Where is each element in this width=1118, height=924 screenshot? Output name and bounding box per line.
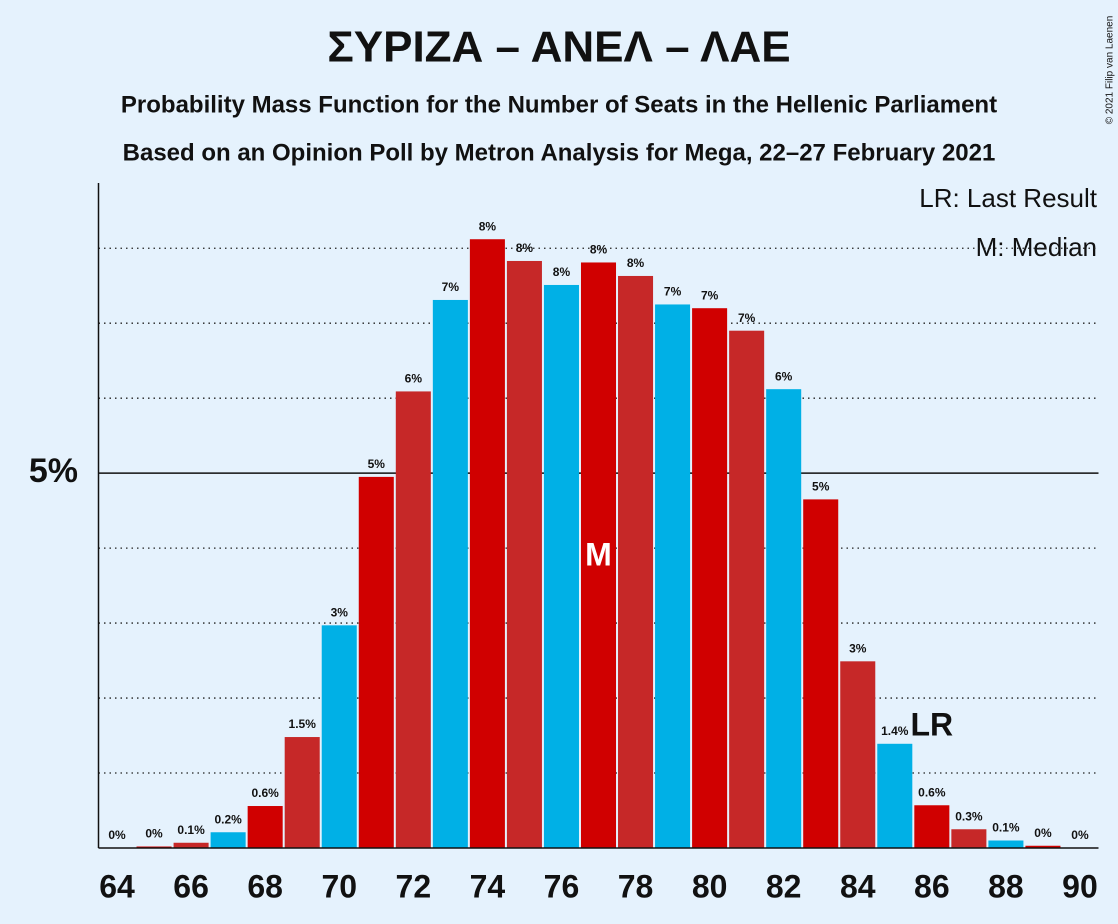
bar xyxy=(543,284,579,848)
bar xyxy=(729,330,765,849)
bar xyxy=(395,391,431,848)
value-label: 1.4% xyxy=(881,724,909,738)
y-tick-label: 5% xyxy=(29,452,78,490)
value-label: 0.3% xyxy=(955,809,983,823)
x-tick-label: 70 xyxy=(321,868,357,904)
value-label: 6% xyxy=(775,369,793,383)
bar xyxy=(580,262,617,849)
value-label: 0% xyxy=(1071,828,1089,842)
bar xyxy=(951,829,987,848)
bar xyxy=(840,661,876,848)
bar xyxy=(432,299,468,848)
value-label: 0% xyxy=(1034,826,1052,840)
value-label: 0.1% xyxy=(177,823,205,837)
value-label: 7% xyxy=(442,280,460,294)
bar xyxy=(284,737,320,848)
bar xyxy=(173,842,209,848)
value-label: 7% xyxy=(664,285,682,299)
bar xyxy=(1025,845,1061,848)
copyright: © 2021 Filip van Laenen xyxy=(1105,16,1116,125)
value-label: 7% xyxy=(701,288,719,302)
value-label: 5% xyxy=(812,480,830,494)
subtitle: Based on an Opinion Poll by Metron Analy… xyxy=(123,139,996,166)
value-label: 8% xyxy=(516,241,534,255)
value-label: 7% xyxy=(738,311,756,325)
value-label: 8% xyxy=(590,243,608,257)
value-label: 3% xyxy=(331,606,349,620)
value-label: 0.6% xyxy=(251,786,279,800)
x-tick-label: 84 xyxy=(840,868,876,904)
bar xyxy=(469,239,505,848)
bar xyxy=(321,625,357,848)
bar xyxy=(877,743,913,848)
value-label: 0% xyxy=(108,828,126,842)
bar xyxy=(210,832,246,848)
value-label: 3% xyxy=(849,641,867,655)
value-label: 0.2% xyxy=(214,812,242,826)
legend-entry: LR: Last Result xyxy=(919,183,1098,213)
value-label: 1.5% xyxy=(289,717,317,731)
x-tick-label: 80 xyxy=(692,868,728,904)
median-marker: M xyxy=(585,536,612,572)
bar xyxy=(803,499,839,848)
bar xyxy=(988,840,1024,848)
bar xyxy=(618,275,654,848)
value-label: 0.1% xyxy=(992,821,1020,835)
bar xyxy=(247,806,283,848)
value-label: 8% xyxy=(627,256,645,270)
bar xyxy=(655,304,691,848)
subtitle: Probability Mass Function for the Number… xyxy=(121,91,997,118)
x-tick-label: 74 xyxy=(470,868,506,904)
value-label: 8% xyxy=(479,219,497,233)
x-tick-label: 82 xyxy=(766,868,802,904)
value-label: 6% xyxy=(405,372,423,386)
x-tick-label: 72 xyxy=(396,868,432,904)
x-tick-label: 90 xyxy=(1062,868,1098,904)
bar xyxy=(692,308,728,848)
bar xyxy=(358,476,394,848)
x-tick-label: 78 xyxy=(618,868,654,904)
bar xyxy=(766,389,802,848)
bar xyxy=(506,260,542,848)
chart-title: ΣΥΡΙΖΑ – ΑΝΕΛ – ΛΑΕ xyxy=(327,23,790,72)
last-result-marker: LR xyxy=(911,707,954,743)
x-tick-label: 76 xyxy=(544,868,580,904)
x-tick-label: 86 xyxy=(914,868,950,904)
value-label: 8% xyxy=(553,265,571,279)
bar xyxy=(914,805,950,848)
value-label: 0% xyxy=(145,827,163,841)
value-label: 5% xyxy=(368,457,386,471)
legend-entry: M: Median xyxy=(976,232,1097,262)
x-tick-label: 68 xyxy=(247,868,283,904)
value-label: 0.6% xyxy=(918,785,946,799)
x-tick-label: 64 xyxy=(99,868,135,904)
x-tick-label: 88 xyxy=(988,868,1024,904)
x-tick-label: 66 xyxy=(173,868,209,904)
